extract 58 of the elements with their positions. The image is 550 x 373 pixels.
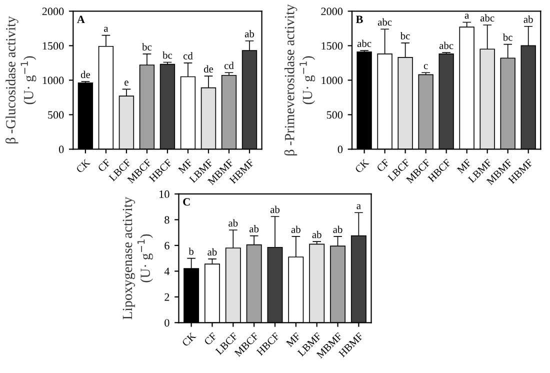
- y-tick-label: 1500: [42, 42, 64, 50]
- y-axis-title: β -Primeverosidase activity (U· g$^{−1}$): [284, 4, 316, 156]
- annotation: c: [424, 64, 428, 70]
- y-tick-label: 500: [326, 111, 343, 119]
- annotation: abc: [439, 42, 454, 50]
- y-tick-label: 2: [164, 293, 170, 301]
- annotation: b: [188, 248, 194, 255]
- annotation: bc: [400, 32, 410, 40]
- annotation: bc: [142, 43, 152, 50]
- annotation: a: [104, 26, 108, 32]
- y-tick-label: 0: [58, 146, 64, 154]
- annotation: bc: [502, 33, 512, 41]
- y-tick-label: 1500: [322, 42, 343, 50]
- x-tick-label: CF: [204, 332, 218, 346]
- annotation: ab: [333, 226, 342, 234]
- annotation: de: [80, 70, 90, 78]
- x-tick-label: CF: [376, 158, 390, 172]
- x-tick-label: MF: [178, 158, 193, 174]
- annotation: ab: [270, 206, 280, 214]
- x-tick-label: MF: [286, 332, 301, 348]
- y-tick-label: 1000: [42, 76, 64, 84]
- y-tick-label: 0: [164, 319, 170, 327]
- annotation: a: [356, 204, 361, 210]
- annotation: bc: [162, 51, 172, 59]
- y-tick-label: 0: [338, 146, 343, 154]
- annotation: ab: [250, 225, 259, 232]
- y-axis-title: Lipoxygenase activity (U· g$^{−1}$): [122, 196, 153, 320]
- annotation: ab: [291, 226, 300, 234]
- annotation: ab: [312, 230, 322, 238]
- x-tick-label: CK: [182, 332, 196, 347]
- annotation: de: [204, 65, 214, 73]
- x-tick-label: CK: [76, 158, 91, 174]
- annotation: ab: [524, 16, 533, 23]
- x-tick-label: CK: [354, 158, 370, 174]
- y-tick-label: 4: [164, 268, 170, 276]
- annotation: cd: [183, 52, 193, 60]
- annotation: abc: [357, 40, 372, 48]
- annotation: B: [356, 16, 363, 24]
- x-tick-label: CF: [97, 158, 111, 172]
- annotation: ab: [228, 219, 238, 227]
- annotation: ab: [244, 30, 254, 38]
- y-tick-label: 6: [164, 242, 170, 250]
- y-axis-title: β -Glucosidase activity (U· g$^{−1}$): [6, 16, 36, 144]
- annotation: ab: [208, 248, 217, 256]
- y-tick-label: 10: [160, 190, 170, 198]
- y-tick-label: 2000: [321, 8, 343, 16]
- x-tick-label: MF: [456, 158, 472, 174]
- y-tick-label: 500: [48, 111, 64, 119]
- y-tick-label: 1000: [322, 76, 343, 84]
- annotation: abc: [480, 14, 494, 22]
- annotation: abc: [378, 18, 392, 26]
- annotation: cd: [224, 62, 234, 70]
- y-tick-label: 2000: [42, 8, 64, 16]
- annotation: C: [183, 198, 190, 206]
- annotation: a: [464, 14, 469, 19]
- annotation: e: [124, 80, 128, 86]
- annotation: A: [77, 16, 85, 24]
- y-tick-label: 8: [164, 216, 170, 224]
